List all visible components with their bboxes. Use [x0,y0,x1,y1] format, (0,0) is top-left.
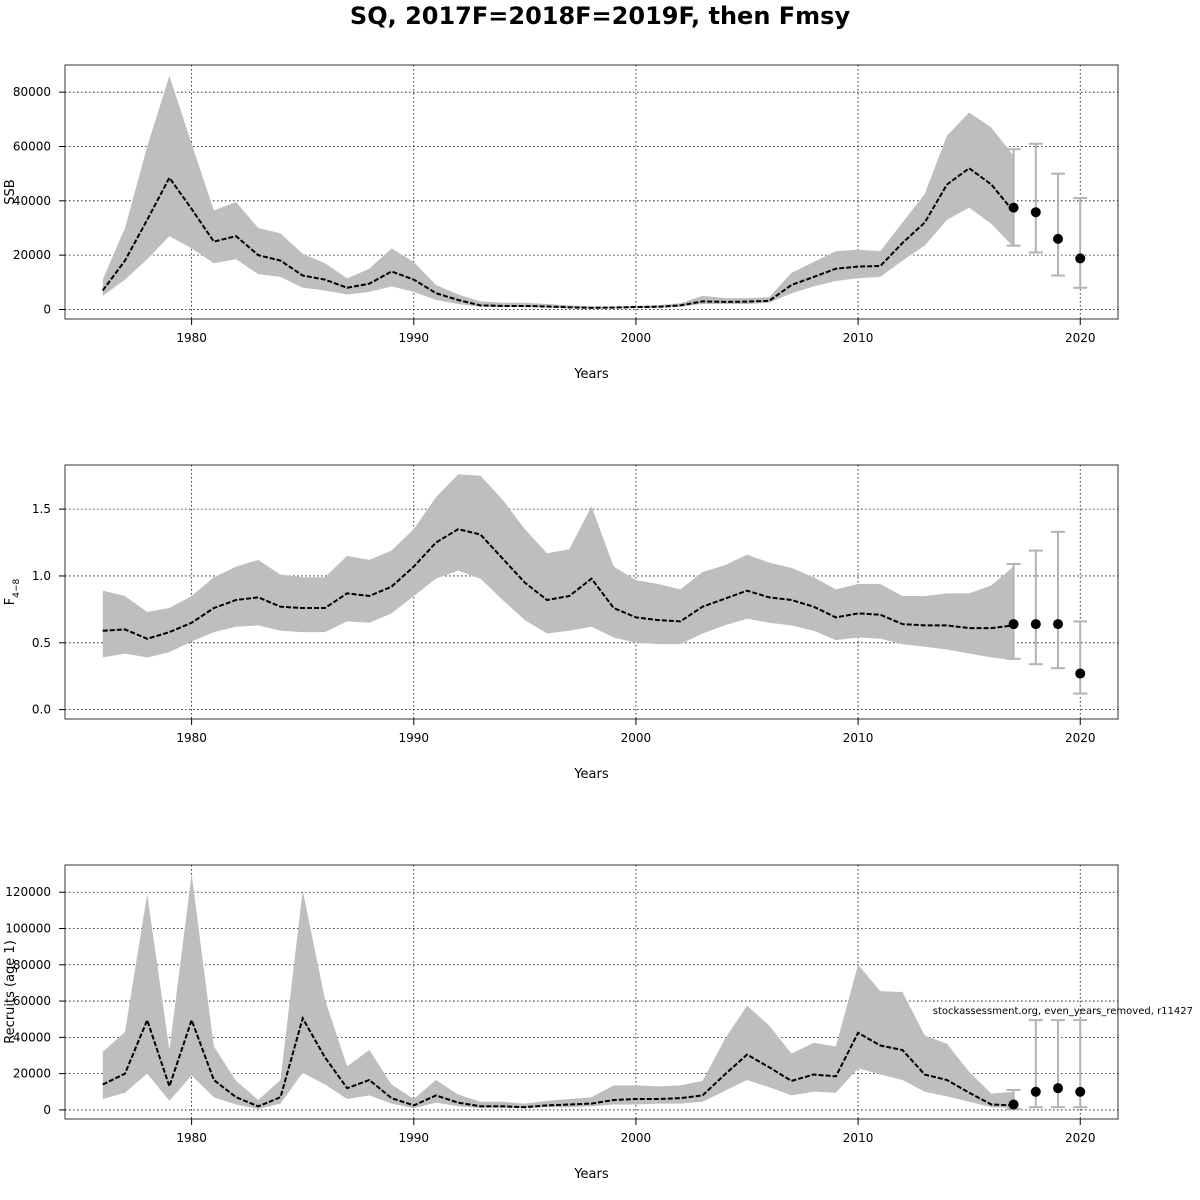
ssb-forecast-point-2017 [1008,202,1019,213]
recruits-x-tick-label: 1990 [399,1131,430,1145]
chart-title: SQ, 2017F=2018F=2019F, then Fmsy [350,2,851,30]
fishing-mortality-panel: 1980 1990 2000 2010 2020 0.0 0.5 1.0 1.5 Years F4−… [3,464,1119,782]
recruits-forecast-point-2020 [1075,1086,1086,1097]
ssb-x-tick-label: 2010 [843,331,874,345]
ssb-y-tick-label: 40000 [13,194,51,208]
f-forecast-point-2018 [1030,619,1041,630]
recruits-x-tick-label: 2000 [621,1131,652,1145]
recruits-y-tick-label: 20000 [13,1067,51,1081]
f-y-tick-label: 1.5 [32,502,51,516]
ssb-x-tick-label: 1980 [176,331,207,345]
ssb-y-axis-label: SSB [3,179,18,204]
f-x-tick-label: 2000 [621,731,652,745]
ssb-x-tick-label: 2000 [621,331,652,345]
ssb-y-tick-label: 0 [43,302,51,316]
recruits-y-tick-label: 100000 [5,922,51,936]
f-confidence-band [102,474,1014,661]
recruits-y-axis-label: Recruits (age 1) [3,940,18,1044]
ssb-confidence-band [102,75,1014,309]
recruits-x-tick-label: 2010 [843,1131,874,1145]
recruits-y-tick-label: 60000 [13,994,51,1008]
f-y-axis-label: F4−8 [3,578,22,605]
ssb-forecast-point-2020 [1075,253,1086,264]
f-x-tick-label: 2010 [843,731,874,745]
f-y-tick-label: 1.0 [32,569,51,583]
f-plot-frame [64,464,1119,720]
f-x-tick-label: 1980 [176,731,207,745]
recruits-x-tick-label: 1980 [176,1131,207,1145]
f-forecast-point-2017 [1008,619,1019,630]
ssb-plot-frame [64,64,1119,320]
f-x-tick-label: 2020 [1065,731,1096,745]
f-y-axis-label-subscript: 4−8 [12,578,22,597]
watermark-text: stockassessment.org, even_years_removed,… [933,1006,1193,1017]
ssb-forecast-point-2019 [1053,233,1064,244]
recruits-confidence-band [102,874,1014,1110]
ssb-forecast-point-2018 [1030,207,1041,218]
f-x-tick-label: 1990 [399,731,430,745]
ssb-x-tick-label: 1990 [399,331,430,345]
f-x-axis-label: Years [573,767,609,782]
recruits-y-tick-label: 120000 [5,885,51,899]
f-forecast-point-2020 [1075,668,1086,679]
f-y-tick-label: 0.5 [32,636,51,650]
ssb-x-axis-label: Years [573,367,609,382]
f-estimate-line [102,528,1014,640]
ssb-estimate-line [101,166,1015,309]
recruits-estimate-line [102,1015,1014,1109]
ssb-y-tick-label: 20000 [13,248,51,262]
recruits-forecast-point-2017 [1008,1099,1019,1110]
recruits-forecast-point-2019 [1053,1083,1064,1094]
recruits-y-tick-label: 0 [43,1103,51,1117]
recruits-x-axis-label: Years [573,1167,609,1182]
recruits-y-tick-label: 40000 [13,1030,51,1044]
f-forecast-point-2019 [1053,619,1064,630]
f-y-tick-label: 0.0 [32,703,51,717]
ssb-y-tick-label: 60000 [13,139,51,153]
recruits-y-tick-label: 80000 [13,958,51,972]
recruits-panel: 1980 1990 2000 2010 2020 0 20000 40000 60000 8000… [3,864,1119,1182]
ssb-x-tick-label: 2020 [1065,331,1096,345]
recruits-plot-frame [64,864,1119,1120]
ssb-panel: 1980 1990 2000 2010 2020 0 20000 40000 60000 8000… [3,64,1119,382]
recruits-x-tick-label: 2020 [1065,1131,1096,1145]
recruits-forecast-point-2018 [1030,1086,1041,1097]
ssb-y-tick-label: 80000 [13,85,51,99]
